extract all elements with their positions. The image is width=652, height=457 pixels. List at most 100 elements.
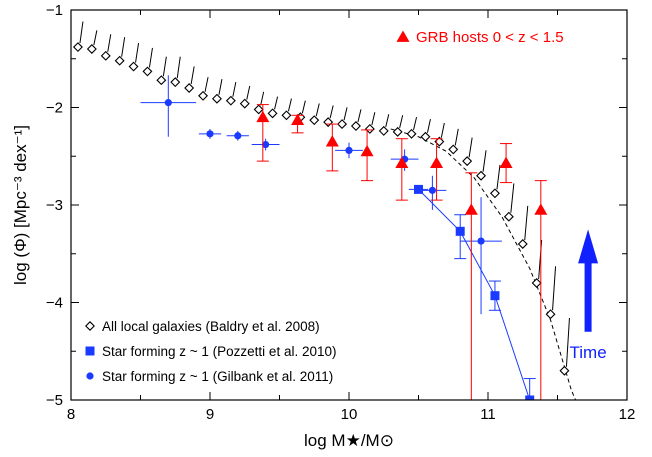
legend-marker-0 (85, 321, 95, 331)
legend-label-2: Star forming z ~ 1 (Gilbank et al. 2011) (102, 369, 333, 384)
legend-label-1: Star forming z ~ 1 (Pozzetti et al. 2010… (102, 344, 336, 359)
baldry-point-6 (156, 75, 167, 86)
baldry-err-25 (426, 118, 431, 133)
grb-point-0 (256, 110, 270, 123)
baldry-err-18 (329, 105, 334, 119)
pozzetti-point-0 (414, 184, 423, 194)
baldry-point-32 (517, 239, 528, 249)
y-axis-label: log (Φ) [Mpc⁻³ dex⁻¹] (11, 125, 30, 285)
baldry-point-30 (489, 188, 500, 199)
y-tick-label-3: −2 (46, 100, 63, 117)
baldry-err-30 (496, 164, 501, 190)
legend-label-grb: GRB hosts 0 < z < 1.5 (416, 29, 564, 46)
legend-marker-grb (396, 30, 410, 42)
baldry-point-3 (114, 55, 125, 66)
baldry-err-5 (148, 47, 153, 68)
x-tick-label-0: 8 (67, 406, 75, 423)
baldry-err-24 (413, 117, 418, 130)
baldry-point-15 (281, 110, 292, 121)
baldry-err-19 (343, 107, 348, 121)
baldry-err-13 (260, 91, 265, 106)
gilbank-point-2 (234, 132, 242, 140)
y-tick-label-1: −4 (46, 295, 63, 312)
baldry-err-3 (121, 37, 126, 57)
baldry-err-11 (232, 81, 237, 97)
grb-point-6 (464, 203, 478, 215)
legend-marker-1 (85, 346, 95, 356)
time-arrow-head (578, 229, 599, 264)
baldry-point-20 (350, 121, 361, 132)
baldry-point-4 (128, 61, 139, 72)
pozzetti-line (418, 189, 531, 400)
baldry-point-27 (448, 144, 459, 155)
y-tick-label-4: −1 (46, 2, 63, 19)
baldry-point-9 (198, 90, 209, 101)
x-tick-label-2: 10 (341, 406, 358, 423)
baldry-point-17 (309, 115, 320, 126)
baldry-err-12 (246, 85, 251, 100)
baldry-err-8 (190, 66, 195, 85)
baldry-err-10 (218, 79, 223, 95)
baldry-err-16 (301, 100, 306, 114)
baldry-err-9 (204, 77, 209, 92)
x-axis-label: log M★/M⊙ (304, 431, 394, 450)
pozzetti-point-1 (455, 226, 465, 236)
baldry-point-22 (378, 125, 389, 136)
baldry-point-34 (545, 309, 556, 320)
pozzetti-point-2 (490, 291, 500, 301)
baldry-point-28 (462, 156, 473, 167)
axes: 8 9 10 11 12 −5 −4 −3 −2 −1 (46, 2, 635, 423)
x-tick-label-3: 11 (480, 406, 496, 423)
gilbank-point-4 (345, 146, 353, 154)
x-tick-label-4: 12 (619, 406, 636, 423)
pozzetti-point-3 (525, 395, 535, 400)
baldry-err-27 (454, 128, 459, 146)
gilbank-point-0 (164, 99, 172, 107)
grb-point-2 (325, 135, 339, 147)
baldry-err-21 (371, 112, 376, 126)
legend: All local galaxies (Baldry et al. 2008) S… (85, 29, 564, 384)
y-tick-label-0: −5 (46, 392, 63, 409)
baldry-point-2 (100, 50, 111, 61)
baldry-point-19 (337, 119, 348, 130)
baldry-point-25 (420, 131, 431, 142)
axis-labels: Time log M★/M⊙ log (Φ) [Mpc⁻³ dex⁻¹] (11, 125, 607, 450)
baldry-err-23 (399, 115, 404, 128)
baldry-point-0 (72, 42, 83, 53)
baldry-err-34 (552, 266, 557, 311)
baldry-err-15 (287, 98, 292, 112)
baldry-point-24 (406, 128, 417, 139)
time-annotation-label: Time (570, 343, 607, 362)
baldry-err-4 (135, 42, 140, 63)
grb-point-3 (360, 144, 374, 157)
baldry-err-35 (565, 317, 570, 367)
baldry-err-7 (176, 56, 181, 79)
plot-content (72, 21, 599, 400)
grb-point-5 (430, 156, 444, 168)
baldry-err-29 (482, 150, 487, 172)
baldry-err-20 (357, 109, 362, 123)
baldry-point-18 (323, 117, 334, 128)
baldry-err-0 (79, 21, 84, 44)
baldry-err-22 (385, 114, 390, 128)
baldry-point-1 (86, 44, 97, 54)
gilbank-point-6 (428, 186, 436, 194)
baldry-err-14 (274, 96, 279, 110)
baldry-err-31 (510, 183, 515, 213)
baldry-point-11 (225, 95, 236, 106)
baldry-err-32 (524, 205, 529, 241)
y-tick-label-2: −3 (46, 197, 63, 214)
baldry-err-28 (468, 137, 473, 158)
baldry-point-7 (170, 77, 181, 88)
grb-point-1 (291, 113, 305, 126)
plot-area (72, 21, 599, 400)
legend-marker-2 (86, 372, 94, 380)
baldry-point-10 (211, 93, 222, 104)
gilbank-point-3 (262, 140, 270, 149)
baldry-err-17 (315, 103, 320, 117)
grb-point-7 (499, 156, 513, 168)
baldry-point-29 (476, 170, 487, 181)
baldry-point-35 (559, 365, 570, 376)
baldry-err-2 (107, 34, 112, 52)
legend-label-0: All local galaxies (Baldry et al. 2008) (102, 319, 320, 334)
